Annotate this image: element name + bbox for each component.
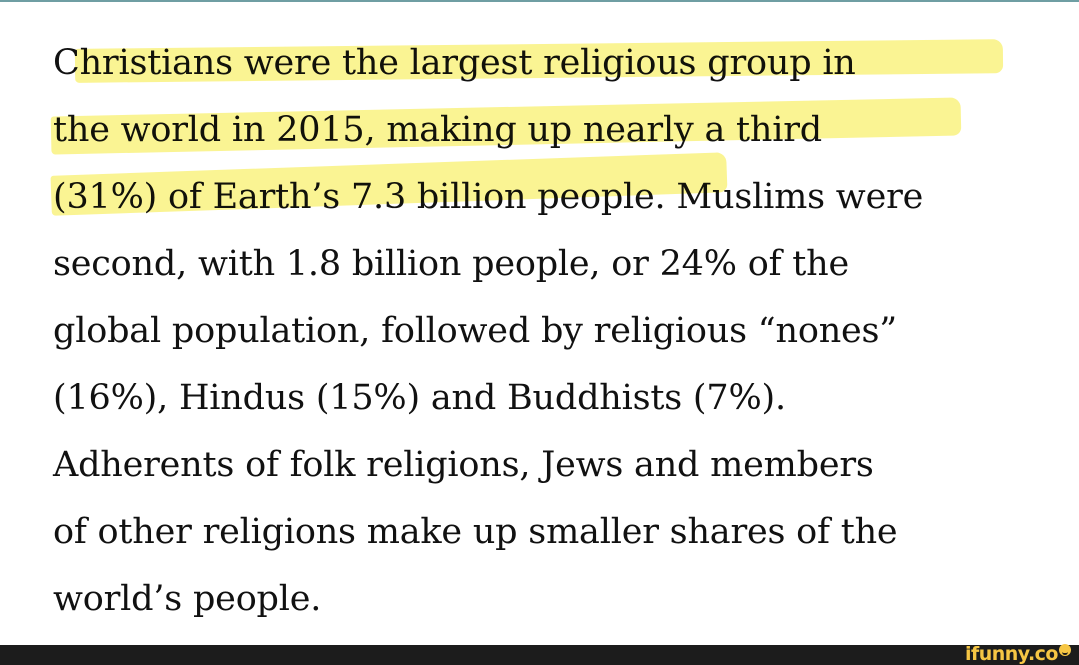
- text-line-9-content: world’s people.: [53, 579, 322, 619]
- text-line-7: Adherents of folk religions, Jews and me…: [53, 432, 1063, 499]
- text-line-8: of other religions make up smaller share…: [53, 499, 1063, 566]
- top-divider: [0, 0, 1079, 2]
- text-line-4-content: second, with 1.8 billion people, or 24% …: [53, 244, 850, 284]
- article-text: Christians were the largest religious gr…: [50, 30, 1063, 633]
- text-line-1: Christians were the largest religious gr…: [53, 30, 1063, 97]
- watermark-bar: ifunny.co: [0, 643, 1079, 665]
- text-line-5: global population, followed by religious…: [53, 298, 1063, 365]
- watermark-text: ifunny.co: [964, 643, 1059, 665]
- text-line-6: (16%), Hindus (15%) and Buddhists (7%).: [53, 365, 1063, 432]
- text-line-2: the world in 2015, making up nearly a th…: [50, 97, 1063, 164]
- text-line-6-content: (16%), Hindus (15%) and Buddhists (7%).: [53, 378, 786, 418]
- ifunny-watermark: ifunny.co: [965, 643, 1071, 665]
- text-line-3: (31%) of Earth’s 7.3 billion people. Mus…: [50, 152, 1063, 231]
- text-line-5-content: global population, followed by religious…: [53, 311, 898, 351]
- smiley-icon: [1059, 644, 1071, 656]
- text-line-8-content: of other religions make up smaller share…: [53, 512, 898, 552]
- text-line-4: second, with 1.8 billion people, or 24% …: [53, 231, 1063, 298]
- text-line-7-content: Adherents of folk religions, Jews and me…: [53, 445, 874, 485]
- text-line-9: world’s people.: [53, 566, 1063, 633]
